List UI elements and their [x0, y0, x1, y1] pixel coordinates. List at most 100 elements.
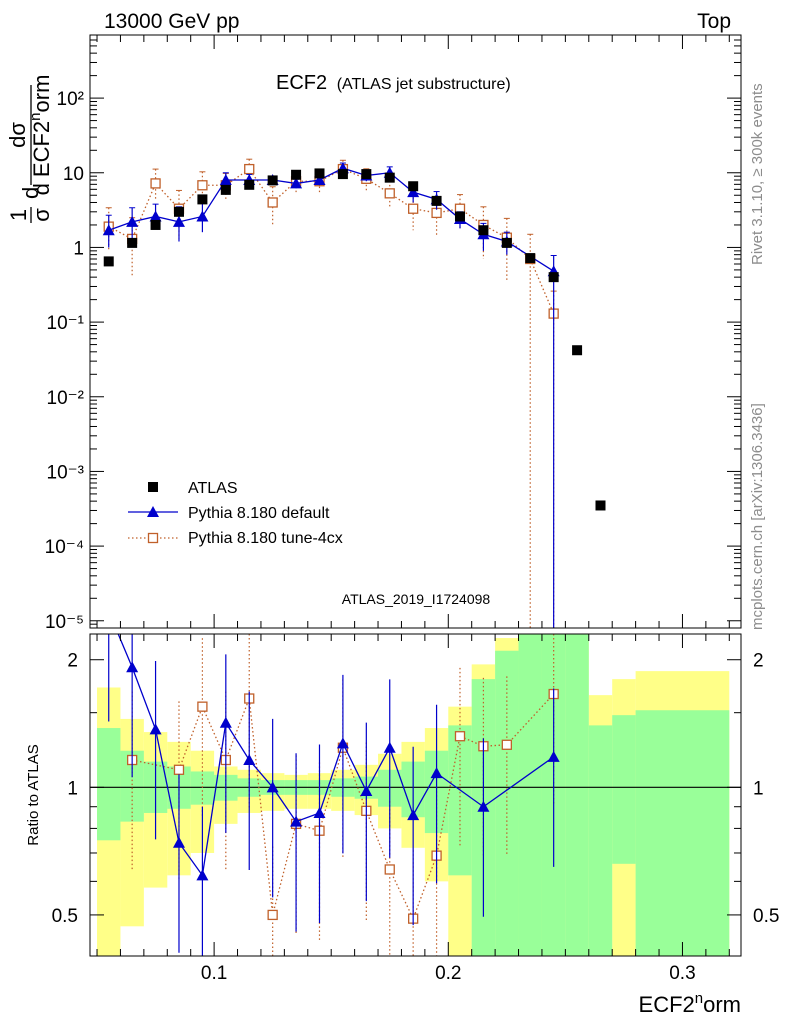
atlas-point: [337, 169, 348, 180]
atlas-point: [595, 500, 606, 511]
atlas-point: [408, 181, 419, 192]
default-ratio-point: [103, 605, 115, 616]
x-ticks: 0.1 0.2 0.3: [96, 35, 730, 984]
ratio-y-tick-label: 0.5: [52, 906, 78, 927]
default-ratio-point: [336, 737, 349, 749]
svg-text:d ECF2norm: d ECF2norm: [27, 75, 54, 196]
mcplots-label: mcplots.cern.ch [arXiv:1306.3436]: [749, 403, 766, 630]
atlas-point: [220, 184, 231, 195]
ratio-band-inner: [495, 650, 519, 956]
x-tick-label: 0.2: [435, 963, 461, 984]
tune-point: [267, 197, 278, 208]
default-ratio-point: [360, 785, 373, 797]
main-frame: [89, 34, 742, 629]
default-point: [290, 177, 303, 189]
default-ratio-point: [313, 806, 326, 818]
atlas-point: [127, 237, 138, 248]
legend: ATLAS Pythia 8.180 default Pythia 8.180 …: [128, 480, 343, 547]
legend-item-pythia-default: Pythia 8.180 default: [128, 505, 330, 522]
ratio-panel: 0.5 0.5 1 1 2 2 0.1 0.2 0.3 Ratio to ATLAS ECF2…: [25, 35, 779, 1017]
default-ratio-point: [477, 800, 490, 812]
main-y-tick-label: 10²: [57, 89, 84, 110]
atlas-point: [314, 168, 325, 179]
default-point: [219, 174, 232, 186]
ratio-y-tick-label-right: 0.5: [753, 906, 779, 927]
default-ratio-point: [126, 661, 139, 673]
tune-point: [150, 178, 161, 189]
default-ratio-point: [149, 723, 162, 735]
atlas-point: [572, 345, 583, 356]
atlas-point: [244, 179, 255, 190]
svg-text:1: 1: [6, 209, 31, 221]
main-title-sub: (ATLAS jet substructure): [337, 76, 511, 93]
tune-ratio-point: [384, 864, 395, 875]
ratio-y-tick-label-right: 1: [753, 778, 764, 799]
main-y-axis-label: 1 σ d dσ d ECF2norm: [5, 75, 54, 223]
main-y-tick-label: 10⁻²: [47, 388, 85, 409]
default-ratio-point: [407, 809, 420, 821]
ratio-band-inner: [635, 710, 730, 956]
ratio-y-axis-label: Ratio to ATLAS: [25, 744, 42, 845]
tune-ratio-point: [501, 739, 512, 750]
default-ratio-point: [219, 716, 232, 728]
ratio-band-inner: [190, 771, 215, 805]
default-ratio-point: [172, 836, 185, 848]
ratio-y-ticks: 0.5 0.5 1 1 2 2: [52, 651, 780, 927]
rivet-version-label: Rivet 3.1.10, ≥ 300k events: [749, 83, 766, 265]
header-right-label: Top: [697, 10, 731, 33]
main-y-tick-label: 10⁻⁵: [45, 612, 84, 633]
atlas-point: [291, 169, 302, 180]
ratio-band-inner: [518, 634, 542, 956]
default-ratio-point: [290, 815, 303, 827]
legend-label-pythia-tune: Pythia 8.180 tune-4cx: [188, 530, 343, 547]
default-ratio-point: [383, 741, 396, 753]
atlas-point: [361, 169, 372, 180]
tune-ratio-point: [267, 909, 278, 921]
atlas-point: [525, 253, 536, 264]
tune-point: [384, 188, 395, 199]
tune-point: [244, 163, 255, 175]
main-title-main: ECF2: [276, 72, 327, 94]
legend-marker-atlas: [148, 482, 158, 492]
legend-item-pythia-tune: Pythia 8.180 tune-4cx: [128, 530, 343, 547]
tune-ratio-point: [454, 731, 466, 742]
legend-label-pythia-default: Pythia 8.180 default: [188, 505, 330, 522]
atlas-point: [267, 175, 278, 186]
atlas-point: [431, 195, 442, 206]
default-ratio-point: [266, 781, 279, 793]
tune-point: [197, 180, 208, 191]
atlas-point: [454, 211, 465, 222]
x-tick-label: 0.1: [201, 963, 227, 984]
main-y-ticks: 10⁻⁵ 10⁻⁴ 10⁻³ 10⁻² 10⁻¹ 1 10 10²: [45, 34, 741, 633]
ratio-y-tick-label-right: 2: [753, 651, 764, 672]
atlas-point: [384, 172, 395, 183]
ratio-y-tick-label: 1: [67, 778, 78, 799]
default-ratio-point: [196, 869, 209, 881]
main-y-tick-label: 10: [63, 164, 84, 185]
ratio-band-inner: [588, 725, 613, 956]
watermark-label: ATLAS_2019_I1724098: [342, 591, 491, 607]
default-point: [126, 215, 139, 227]
atlas-point: [173, 206, 184, 217]
atlas-point: [478, 225, 489, 236]
tune-ratio-point: [197, 701, 208, 712]
tune-point: [431, 207, 442, 219]
svg-text:d: d: [18, 187, 43, 199]
ratio-band-inner: [565, 634, 589, 956]
default-point: [407, 186, 420, 198]
default-point: [313, 174, 326, 186]
tune-point: [408, 203, 419, 214]
default-line: [108, 167, 555, 272]
atlas-point: [197, 194, 208, 205]
ratio-band-inner: [97, 728, 121, 841]
ratio-band-inner: [612, 715, 636, 864]
x-tick-label: 0.3: [669, 963, 695, 984]
header-left-label: 13000 GeV pp: [104, 10, 239, 33]
atlas-point: [548, 272, 559, 283]
svg-text:σ: σ: [29, 208, 54, 222]
ratio-plot-area: [90, 605, 741, 956]
main-y-tick-label: 10⁻⁴: [45, 537, 84, 558]
x-axis-label: ECF2norm: [639, 990, 741, 1017]
main-title: ECF2 (ATLAS jet substructure): [276, 72, 511, 94]
